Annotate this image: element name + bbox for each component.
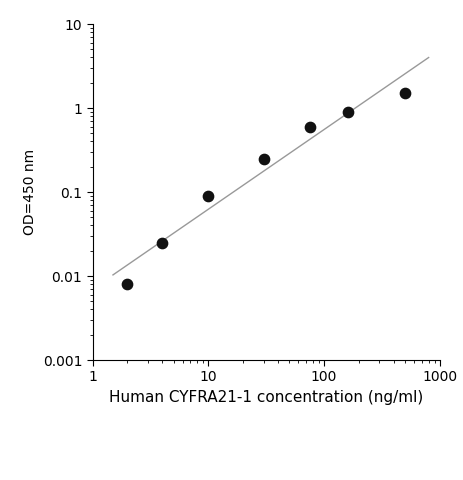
Point: [306, 123, 313, 131]
Point: [260, 155, 267, 162]
X-axis label: Human CYFRA21-1 concentration (ng/ml): Human CYFRA21-1 concentration (ng/ml): [109, 390, 423, 405]
Point: [344, 108, 351, 116]
Point: [401, 89, 409, 97]
Point: [124, 280, 131, 288]
Point: [205, 192, 212, 200]
Y-axis label: OD=450 nm: OD=450 nm: [23, 149, 37, 235]
Point: [159, 239, 166, 246]
